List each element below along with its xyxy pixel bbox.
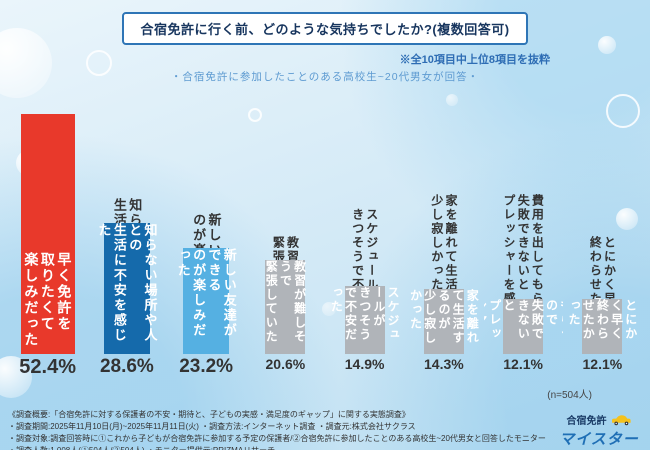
bar-label: 知らない場所や人との 生活に不安を感じた (87, 104, 166, 223)
chart-column: とにかく早く 終わらせたかった とにかく早く 終わらせたかった 12.1% (563, 104, 642, 384)
footer-line-overview: 《調査概要:「合宿免許に対する保護者の不安・期待と、子どもの実感・満足度のギャッ… (8, 410, 410, 419)
bar-label: 早く免許を 取りたくて 楽しみだった (8, 104, 87, 114)
bar-label: スケジュールが きつそうで不安だった (350, 208, 379, 286)
bar (344, 286, 385, 354)
chart-column: 新しい友達ができる のが楽しみだった新しい友達ができる のが楽しみだった 23.2… (167, 104, 246, 384)
bar (503, 299, 544, 354)
bar-label: 知らない場所や人との 生活に不安を感じた (96, 223, 158, 343)
chart-note: ※全10項目中上位8項目を抜粋 (399, 54, 550, 66)
bar-label: 早く免許を 取りたくて 楽しみだった (23, 252, 73, 348)
bar-label: 教習が難しそうで 緊張していた (246, 104, 325, 260)
bar (265, 260, 306, 354)
bar-label: とにかく早く 終わらせたかった (567, 299, 638, 341)
footer-line-count: ・調査人数:1,008人(①504人/②504人) ・モニター提供元:PRIZM… (8, 445, 568, 450)
chart-column: スケジュールが きつそうで不安だった スケジュールが きつそうで不安だった 14.9… (325, 104, 404, 384)
bar (423, 289, 464, 354)
chart-title: 合宿免許に行く前、どのような気持ちでしたか?(複数回答可) (122, 12, 528, 45)
bar-value: 23.2% (179, 356, 234, 377)
bar-label: 教習が難しそうで 緊張していた (264, 260, 307, 344)
car-icon (611, 414, 631, 425)
chart-subtitle: ・合宿免許に参加したことのある高校生~20代男女が回答・ (170, 71, 480, 83)
chart-column: 費用を出してもらうので 失敗できないと プレッシャーを感じた費用を出してもらうの… (484, 104, 563, 384)
sample-size-label: (n=504人) (547, 390, 592, 401)
bar-chart: 早く免許を 取りたくて 楽しみだった早く免許を 取りたくて 楽しみだった52.4… (8, 104, 642, 384)
bar-value: 12.1% (503, 356, 543, 372)
chart-column: 知らない場所や人との 生活に不安を感じた知らない場所や人との 生活に不安を感じた… (87, 104, 166, 384)
bar-label: 家を離れて生活するのが 少し寂しかった (429, 194, 459, 289)
survey-footer: 《調査概要:「合宿免許に対する保護者の不安・期待と、子どもの実感・満足度のギャッ… (8, 409, 568, 450)
bar-value: 28.6% (99, 356, 154, 377)
bar-label: 新しい友達ができる のが楽しみだった (175, 248, 237, 338)
footer-line-period: ・調査期間:2025年11月10日(月)~2025年11月11日(火) ・調査方… (8, 422, 416, 431)
bar (103, 223, 150, 354)
chart-column: 早く免許を 取りたくて 楽しみだった早く免許を 取りたくて 楽しみだった52.4… (8, 104, 87, 384)
bar-value: 52.4% (19, 356, 76, 378)
chart-column: 家を離れて生活するのが 少し寂しかった 家を離れて生活するのが 少し寂しかった 14… (404, 104, 483, 384)
chart-column: 教習が難しそうで 緊張していた教習が難しそうで 緊張していた 20.6% (246, 104, 325, 384)
bar-value: 14.9% (344, 356, 385, 372)
bar-value: 14.3% (424, 356, 464, 372)
bar-value: 12.1% (582, 356, 623, 372)
brand-name-bottom: マイスター (559, 431, 639, 448)
brand-name-top: 合宿免許 (566, 416, 607, 427)
bar-value: 20.6% (265, 356, 306, 372)
brand-logo: 合宿免許 マイスター (556, 412, 642, 450)
bar-label: 費用を出してもらうので 失敗できないと プレッシャーを感じた (502, 194, 545, 299)
bar-label: 家を離れて生活するのが 少し寂しかった (408, 289, 480, 345)
bar-label: スケジュールが きつそうで不安だった (329, 286, 401, 342)
bar-label: とにかく早く 終わらせたかった (588, 236, 617, 299)
bar (183, 248, 230, 354)
bar-label: 新しい友達ができる のが楽しみだった (167, 104, 246, 248)
bar-label: 費用を出してもらうので 失敗できないと プレッシャーを感じた (484, 299, 563, 341)
footer-line-target: ・調査対象:調査回答時に①これから子どもが合宿免許に参加する予定の保護者/②合宿… (8, 434, 546, 443)
